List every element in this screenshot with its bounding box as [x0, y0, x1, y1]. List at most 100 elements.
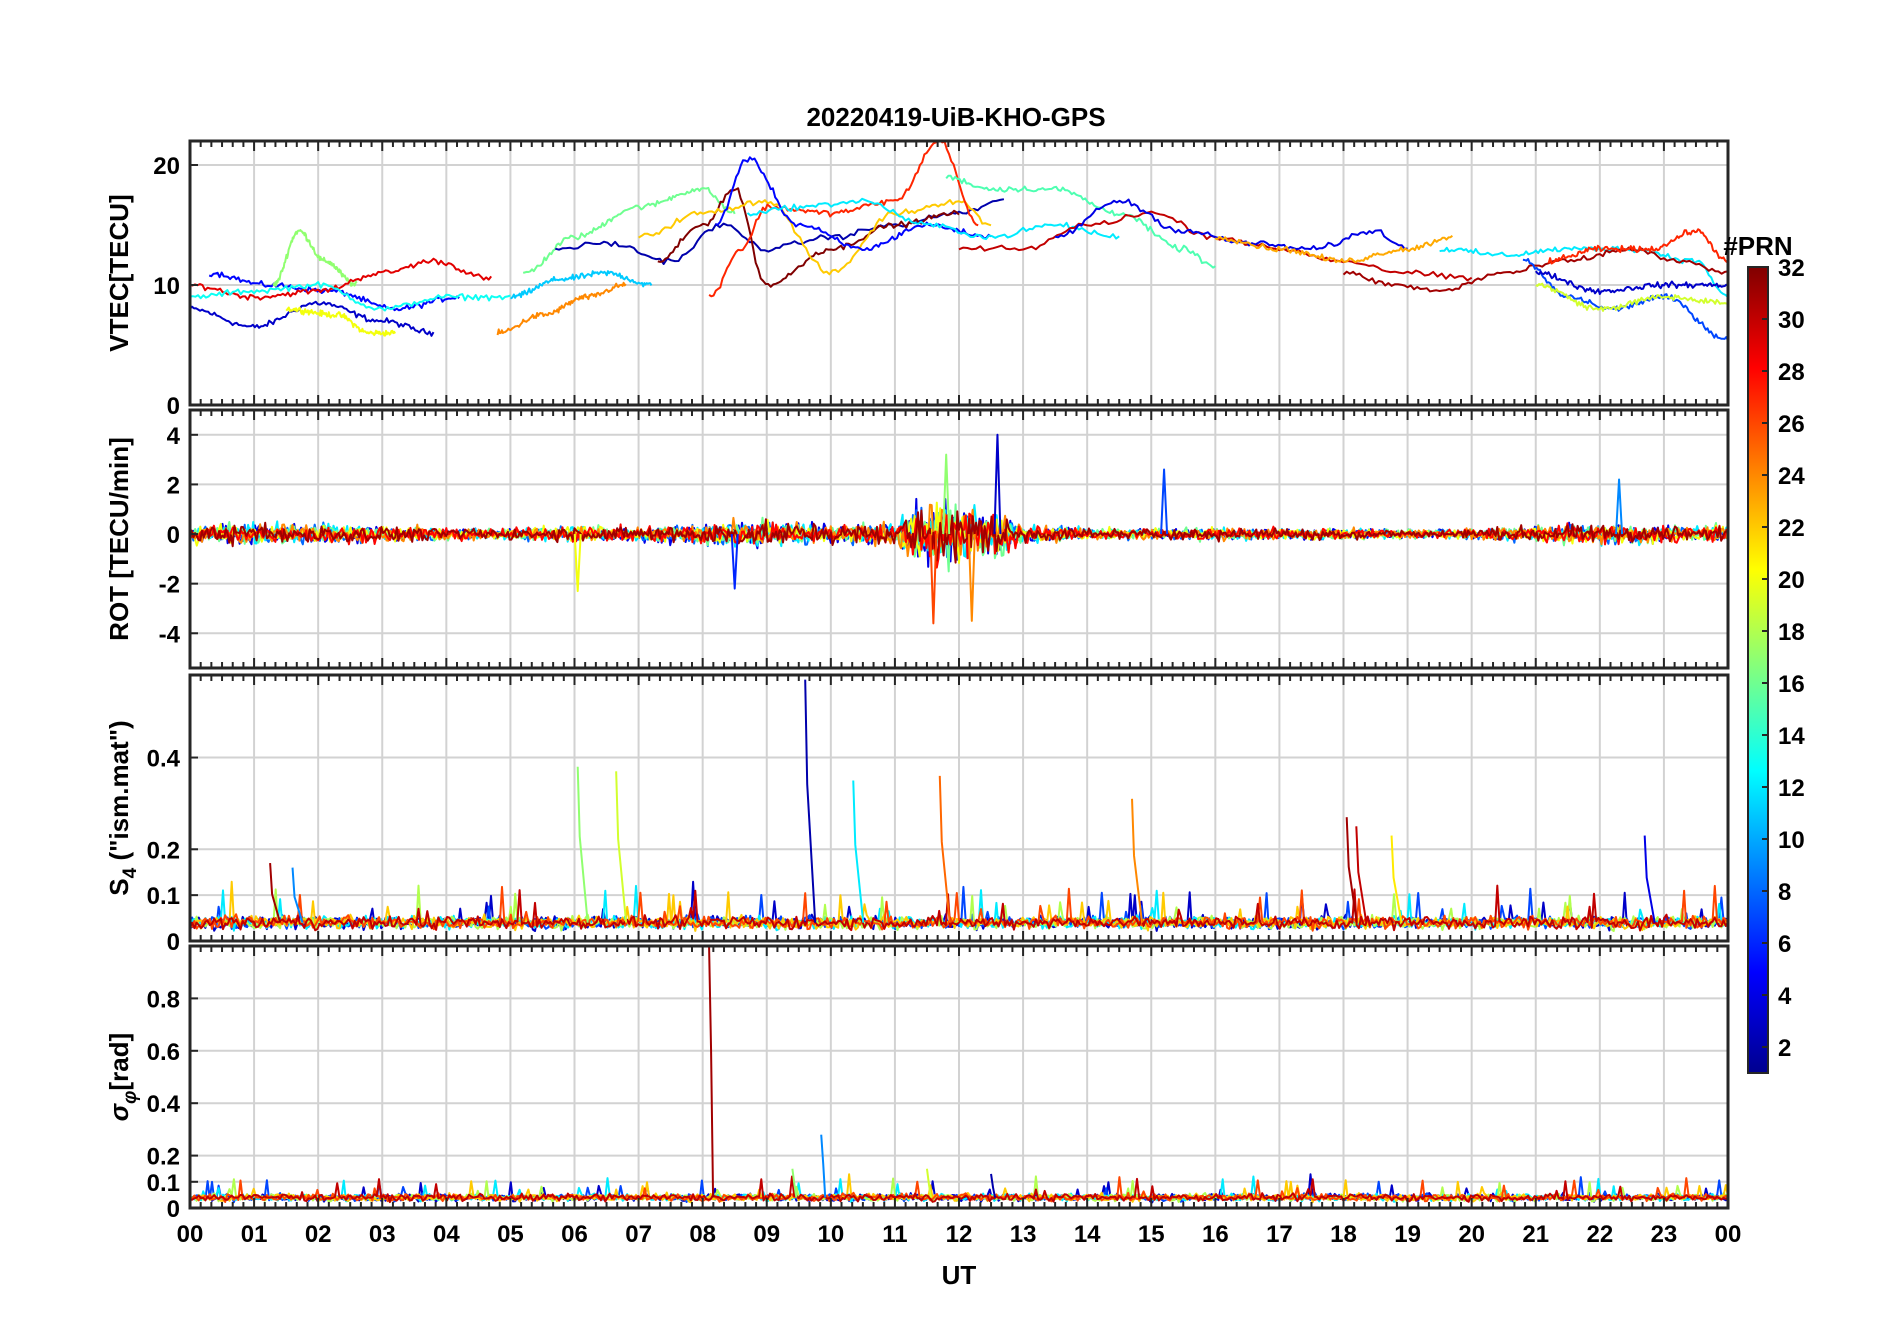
s4-spike [615, 771, 628, 923]
y-tick-label: 2 [167, 472, 180, 499]
x-tick-label: 08 [689, 1221, 716, 1248]
x-tick-label: 05 [497, 1221, 524, 1248]
s4-spike [1345, 817, 1358, 923]
y-tick-label: 0.2 [147, 837, 180, 864]
x-ticks-vtec [189, 141, 1729, 405]
traces-vtec [190, 141, 1728, 342]
y-tick-labels-rot: -4 -2 0 2 4 [159, 423, 198, 648]
x-tick-label: 00 [1715, 1221, 1742, 1248]
vtec-series-prn-13 [190, 281, 511, 312]
y-label-main: σ [104, 1102, 134, 1121]
y-label-main: S [104, 878, 134, 895]
sigma_phi-spike [708, 946, 715, 1198]
s4-spike [804, 679, 817, 923]
vtec-series-prn-3 [1535, 270, 1728, 295]
s4-spike [291, 867, 304, 923]
vtec-series-prn-31 [1342, 246, 1728, 293]
y-tick-label: 0.8 [147, 986, 180, 1013]
x-tick-label: 01 [241, 1221, 268, 1248]
x-tick-label: 07 [625, 1221, 652, 1248]
rot-spike [573, 533, 582, 593]
figure-title: 20220419-UiB-KHO-GPS [806, 102, 1105, 132]
y-label-rest: ("ism.mat") [104, 720, 134, 867]
colorbar-tick-label: 14 [1778, 723, 1805, 750]
s4-spike [269, 862, 282, 923]
s4-spike [576, 766, 589, 923]
y-tick-label: 0.2 [147, 1144, 180, 1171]
colorbar-tick-label: 12 [1778, 775, 1805, 802]
vtec-series-prn-16 [522, 186, 736, 274]
x-ticks-rot [189, 410, 1729, 668]
x-tick-label: 20 [1458, 1221, 1485, 1248]
vtec-series-prn-23 [1214, 234, 1453, 264]
colorbar-tick-label: 26 [1778, 411, 1805, 438]
vtec-series-prn-4 [1054, 198, 1408, 251]
y-tick-label: 0.4 [147, 1091, 181, 1118]
y-tick-label: 0.6 [147, 1039, 180, 1066]
x-tick-label: 06 [561, 1221, 588, 1248]
colorbar-title: #PRN [1723, 231, 1792, 261]
y-tick-label: 0 [167, 522, 180, 549]
colorbar-tick-label: 32 [1778, 255, 1805, 282]
x-tick-label: 04 [433, 1221, 460, 1248]
y-axis-label-s4: S4 ("ism.mat") [104, 720, 141, 895]
x-tick-label: 22 [1586, 1221, 1613, 1248]
colorbar-tick-label: 16 [1778, 671, 1805, 698]
sigma_phi-spike [925, 1168, 932, 1198]
y-tick-labels-vtec: 0 10 20 [153, 153, 198, 420]
x-tick-label: 17 [1266, 1221, 1293, 1248]
y-tick-label: 0 [167, 929, 180, 956]
s4-series-prn-30 [190, 884, 1728, 932]
x-tick-label: 23 [1651, 1221, 1678, 1248]
rot-spike [730, 533, 739, 590]
x-tick-label: 13 [1010, 1221, 1037, 1248]
colorbar-tick-label: 6 [1778, 931, 1791, 958]
rot-spike [929, 534, 938, 625]
vtec-series-prn-17 [272, 229, 358, 287]
panel-sigma_phi: 00.10.20.40.60.8σφ[rad]00 01 02 03 04 05 06 07 0… [104, 944, 1742, 1290]
rot-spike [967, 534, 976, 622]
y-tick-label: 4 [167, 423, 181, 450]
panel-s4: 00.10.20.4S4 ("ism.mat") [104, 673, 1730, 956]
rot-spike [1160, 468, 1169, 535]
y-tick-label: -2 [159, 572, 180, 599]
y-tick-labels-s4: 0 0.1 0.2 0.4 [147, 746, 198, 956]
colorbar-tick-label: 20 [1778, 567, 1805, 594]
rot-spike [942, 453, 951, 535]
vtec-series-prn-15 [945, 174, 1216, 269]
vtec-series-prn-3 [190, 300, 435, 337]
colorbar-tick-label: 10 [1778, 827, 1805, 854]
x-tick-label: 09 [753, 1221, 780, 1248]
rot-spike [1615, 478, 1624, 535]
x-ticks-sigma_phi [189, 946, 1729, 1208]
panel-rot: -4 -2 0 2 4 ROT [TECU/min] [104, 408, 1730, 670]
x-tick-labels: 00 01 02 03 04 05 06 07 08 09 10 11 12 13 14 15 16 17 18 19… [177, 1221, 1742, 1248]
y-label-rest: [rad] [104, 1033, 134, 1091]
vtec-series-prn-22 [638, 199, 992, 276]
s4-spike [1390, 835, 1403, 923]
x-tick-label: 21 [1522, 1221, 1549, 1248]
traces-s4 [190, 679, 1728, 932]
vtec-series-prn-27 [1547, 228, 1728, 265]
vtec-series-prn-12 [746, 197, 1120, 241]
colorbar-tick-label: 24 [1778, 463, 1805, 490]
y-label-sub: 4 [120, 867, 141, 878]
y-label-sub: φ [120, 1091, 141, 1104]
y-tick-label: 20 [153, 153, 180, 180]
s4-spike [938, 775, 951, 923]
colorbar-bar [1747, 266, 1769, 1074]
s4-spike [1131, 798, 1144, 923]
s4-spike [852, 780, 865, 923]
s4-spike [1643, 835, 1656, 923]
x-tick-label: 14 [1074, 1221, 1101, 1248]
rot-series-prn-31 [190, 509, 1728, 564]
y-tick-label: 0 [167, 393, 180, 420]
y-tick-label: -4 [159, 621, 181, 648]
colorbar-tick-label: 2 [1778, 1035, 1791, 1062]
vtec-series-prn-5 [715, 156, 992, 251]
vtec-series-prn-12 [1439, 245, 1728, 298]
